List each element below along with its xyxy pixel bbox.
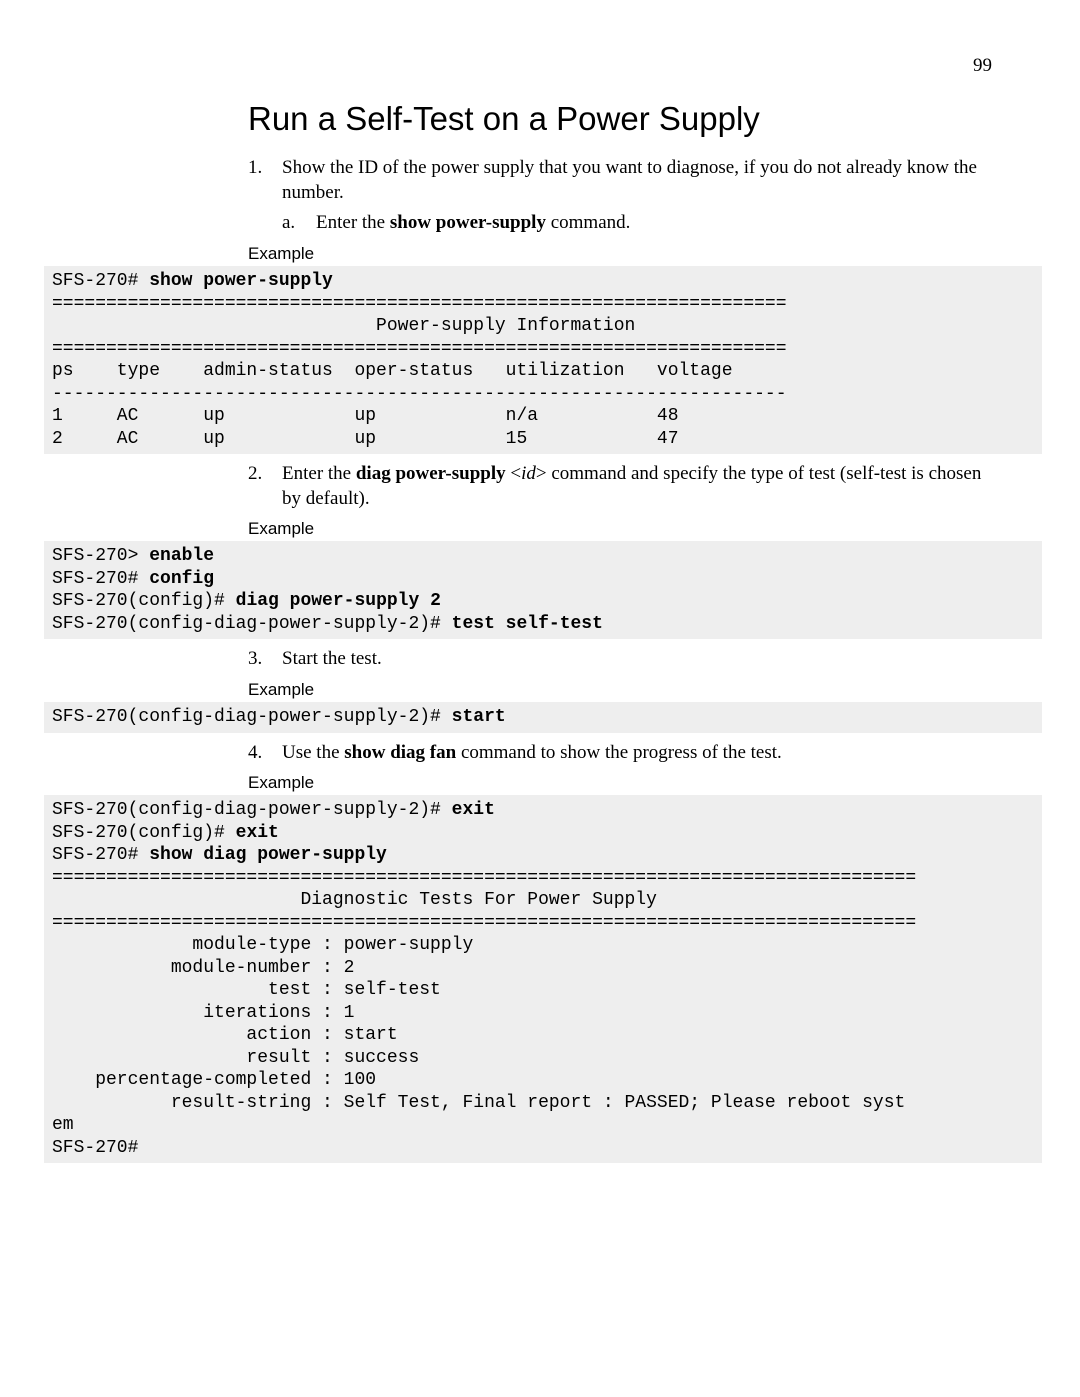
code-block-2: SFS-270> enable SFS-270# config SFS-270(… (44, 541, 1042, 639)
prompt: SFS-270(config)# (52, 823, 236, 843)
command: enable (149, 546, 214, 566)
table-header: Diagnostic Tests For Power Supply (52, 890, 657, 910)
code-block-1: SFS-270# show power-supply =============… (44, 266, 1042, 454)
step-number: 2. (248, 462, 262, 487)
table-columns: ps type admin-status oper-status utiliza… (52, 361, 733, 381)
cmd-bold: show power-supply (390, 212, 546, 233)
output-line: test : self-test (52, 980, 441, 1000)
content-region: Run a Self-Test on a Power Supply 1. Sho… (0, 100, 1080, 1171)
substep-a: a. Enter the show power-supply command. (282, 211, 990, 236)
steps-list: 1. Show the ID of the power supply that … (248, 156, 990, 236)
steps-list: 3. Start the test. (248, 647, 990, 672)
cmd-bold: show diag fan (344, 742, 456, 763)
step-number: 1. (248, 156, 262, 181)
output-line: iterations : 1 (52, 1003, 354, 1023)
prompt: SFS-270# (52, 845, 149, 865)
txt: Use the (282, 742, 344, 763)
command: start (452, 707, 506, 727)
output-line: result : success (52, 1048, 419, 1068)
command: exit (236, 823, 279, 843)
example-label: Example (248, 244, 1080, 264)
txt: Enter the (282, 463, 356, 484)
divider: ========================================… (52, 339, 787, 359)
page: 99 Run a Self-Test on a Power Supply 1. … (0, 0, 1080, 1397)
txt: < (506, 463, 521, 484)
table-row: 2 AC up up 15 47 (52, 429, 679, 449)
command: config (149, 569, 214, 589)
step-number: 3. (248, 647, 262, 672)
prompt: SFS-270# (52, 1138, 138, 1158)
example-label: Example (248, 680, 1080, 700)
italic-arg: id (521, 463, 536, 484)
output-line: percentage-completed : 100 (52, 1070, 376, 1090)
txt: Enter the (316, 212, 390, 233)
output-line: em (52, 1115, 74, 1135)
output-line: result-string : Self Test, Final report … (52, 1093, 905, 1113)
output-line: module-type : power-supply (52, 935, 473, 955)
step-2: 2. Enter the diag power-supply <id> comm… (248, 462, 990, 511)
example-label: Example (248, 773, 1080, 793)
page-number: 99 (973, 55, 992, 77)
divider: ========================================… (52, 913, 916, 933)
prompt: SFS-270# (52, 569, 149, 589)
substep-number: a. (282, 211, 295, 236)
txt: command. (546, 212, 630, 233)
cmd-bold: diag power-supply (356, 463, 506, 484)
command: show power-supply (149, 271, 333, 291)
output-line: action : start (52, 1025, 398, 1045)
step-3: 3. Start the test. (248, 647, 990, 672)
code-block-3: SFS-270(config-diag-power-supply-2)# sta… (44, 702, 1042, 733)
code-block-4: SFS-270(config-diag-power-supply-2)# exi… (44, 795, 1042, 1163)
prompt: SFS-270(config-diag-power-supply-2)# (52, 800, 452, 820)
substep-text: Enter the show power-supply command. (316, 212, 630, 233)
command: test self-test (452, 614, 603, 634)
step-text: Enter the diag power-supply <id> command… (282, 463, 981, 509)
prompt: SFS-270# (52, 271, 149, 291)
prompt: SFS-270(config)# (52, 591, 236, 611)
divider: ========================================… (52, 294, 787, 314)
steps-list: 2. Enter the diag power-supply <id> comm… (248, 462, 990, 511)
page-title: Run a Self-Test on a Power Supply (248, 100, 1080, 138)
step-1: 1. Show the ID of the power supply that … (248, 156, 990, 236)
output-line: module-number : 2 (52, 958, 354, 978)
steps-list: 4. Use the show diag fan command to show… (248, 741, 990, 766)
command: diag power-supply 2 (236, 591, 441, 611)
example-label: Example (248, 519, 1080, 539)
command: exit (452, 800, 495, 820)
prompt: SFS-270(config-diag-power-supply-2)# (52, 614, 452, 634)
table-row: 1 AC up up n/a 48 (52, 406, 679, 426)
prompt: SFS-270(config-diag-power-supply-2)# (52, 707, 452, 727)
divider: ----------------------------------------… (52, 384, 787, 404)
table-header: Power-supply Information (52, 316, 635, 336)
command: show diag power-supply (149, 845, 387, 865)
substeps: a. Enter the show power-supply command. (282, 211, 990, 236)
step-number: 4. (248, 741, 262, 766)
step-text: Use the show diag fan command to show th… (282, 742, 782, 763)
step-text: Start the test. (282, 648, 382, 669)
prompt: SFS-270> (52, 546, 149, 566)
divider: ========================================… (52, 868, 916, 888)
step-text: Show the ID of the power supply that you… (282, 157, 977, 203)
txt: command to show the progress of the test… (456, 742, 782, 763)
step-4: 4. Use the show diag fan command to show… (248, 741, 990, 766)
